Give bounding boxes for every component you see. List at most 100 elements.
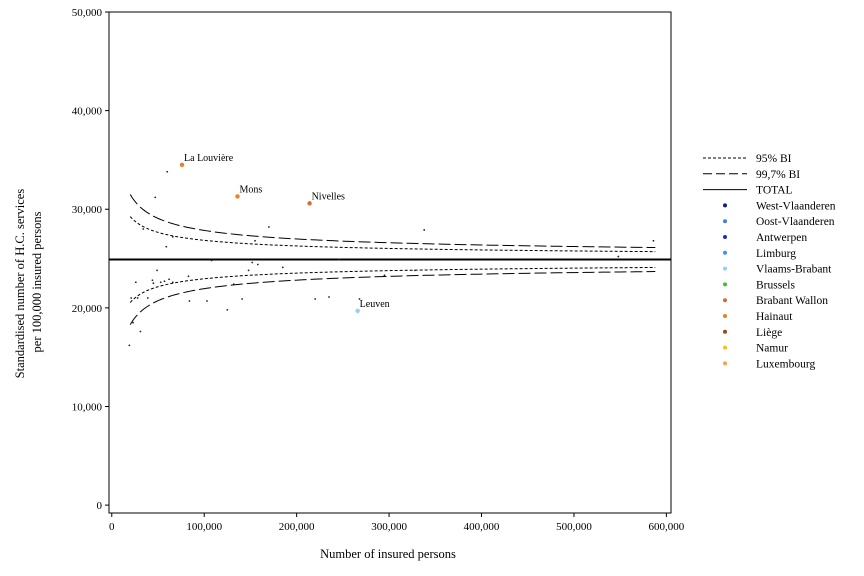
data-point <box>414 269 416 272</box>
data-point <box>210 259 213 262</box>
legend-label: Brussels <box>756 279 796 291</box>
data-point <box>142 228 145 230</box>
y-tick-label: 50,000 <box>72 7 103 19</box>
x-tick-label: 0 <box>109 521 115 533</box>
legend-label: Oost-Vlaanderen <box>756 216 835 228</box>
labeled-point <box>355 308 360 314</box>
x-tick-label: 100,000 <box>186 521 222 533</box>
data-point <box>171 235 174 238</box>
labeled-point <box>307 201 312 206</box>
data-point <box>136 297 139 299</box>
y-tick-label: 30,000 <box>72 204 103 216</box>
data-point <box>156 269 158 272</box>
legend-label: Brabant Wallon <box>756 295 828 307</box>
y-axis-title: Standardised number of H.C. services per… <box>13 186 44 379</box>
y-axis-title-line-2: per 100,000 insured persons <box>30 211 44 352</box>
legend-label: Limburg <box>756 248 796 260</box>
data-point <box>168 278 170 281</box>
data-points: La Louvière Mons Nivelles Leuven <box>128 153 655 347</box>
legend-marker <box>723 282 727 287</box>
legend-label: Vlaams-Brabant <box>756 264 832 276</box>
data-point <box>617 255 620 258</box>
legend-marker <box>723 250 727 255</box>
point-label: Nivelles <box>312 191 345 202</box>
plot-frame <box>108 11 672 514</box>
legend-label: TOTAL <box>756 185 793 197</box>
data-point <box>247 269 250 272</box>
data-point <box>146 297 149 299</box>
x-tick-label: 500,000 <box>556 521 592 533</box>
data-point <box>134 281 137 284</box>
data-point <box>165 245 168 248</box>
data-point <box>206 300 208 302</box>
legend-marker <box>723 345 727 350</box>
data-point <box>132 321 134 324</box>
point-label: Leuven <box>360 299 390 310</box>
data-point <box>128 344 131 347</box>
data-point <box>151 279 154 282</box>
x-axis: 0 100,000 200,000 300,000 400,000 500,000 600,… <box>109 513 685 533</box>
x-axis-title: Number of insured persons <box>320 547 456 561</box>
legend-marker <box>723 266 727 271</box>
data-point <box>139 330 142 333</box>
data-point <box>268 226 270 228</box>
ci997-lower-curve <box>129 271 656 325</box>
point-label: La Louvière <box>184 153 234 164</box>
ci95-lower-curve <box>129 266 656 303</box>
legend-marker <box>723 361 727 366</box>
y-tick-label: 40,000 <box>72 106 103 118</box>
data-point <box>256 263 259 266</box>
legend-label: West-Vlaanderen <box>756 200 836 212</box>
labeled-point <box>235 194 240 199</box>
data-point <box>163 280 166 283</box>
legend-label: Namur <box>756 343 788 355</box>
data-point <box>226 308 229 311</box>
ci95-upper-curve <box>129 216 656 253</box>
data-point <box>251 261 254 264</box>
legend-label: Luxembourg <box>756 358 815 370</box>
legend-label: Antwerpen <box>756 232 807 244</box>
labeled-point <box>179 162 185 168</box>
legend-marker <box>723 219 727 224</box>
x-tick-label: 600,000 <box>649 521 685 533</box>
data-point <box>358 298 361 300</box>
y-tick-label: 10,000 <box>72 401 103 413</box>
data-point <box>130 297 133 299</box>
data-point <box>254 239 256 242</box>
y-tick-label: 20,000 <box>72 303 103 315</box>
data-point <box>171 281 174 284</box>
data-point <box>328 296 330 298</box>
legend-label: Hainaut <box>756 311 793 323</box>
data-point <box>154 196 157 199</box>
data-point <box>281 266 284 269</box>
x-tick-label: 300,000 <box>371 521 407 533</box>
legend-label: 99,7% BI <box>756 169 800 181</box>
legend-marker <box>723 314 727 318</box>
data-point <box>652 239 655 242</box>
y-axis-title-line-1: Standardised number of H.C. services <box>13 189 27 379</box>
legend-marker <box>723 298 727 303</box>
y-tick-label: 0 <box>97 500 103 512</box>
ci997-upper-curve <box>129 194 656 249</box>
legend: 95% BI 99,7% BI TOTAL West-Vlaanderen Oost-V… <box>703 153 836 370</box>
data-point <box>241 298 244 300</box>
legend-label: 95% BI <box>756 153 792 165</box>
point-label: Mons <box>239 184 262 195</box>
y-axis: 0 10,000 20,000 30,000 40,000 50,000 <box>72 7 109 512</box>
data-point <box>159 281 162 284</box>
data-point <box>152 282 155 285</box>
data-point <box>187 275 190 278</box>
confidence-bands <box>129 194 656 325</box>
legend-label: Liège <box>756 327 782 339</box>
data-point <box>383 274 386 277</box>
legend-marker <box>723 203 727 208</box>
data-point <box>166 170 169 173</box>
x-tick-label: 200,000 <box>279 521 315 533</box>
x-tick-label: 400,000 <box>464 521 500 533</box>
data-point <box>423 229 426 231</box>
data-point <box>232 283 235 286</box>
legend-marker <box>723 235 727 239</box>
data-point <box>314 298 317 300</box>
data-point <box>188 300 191 302</box>
